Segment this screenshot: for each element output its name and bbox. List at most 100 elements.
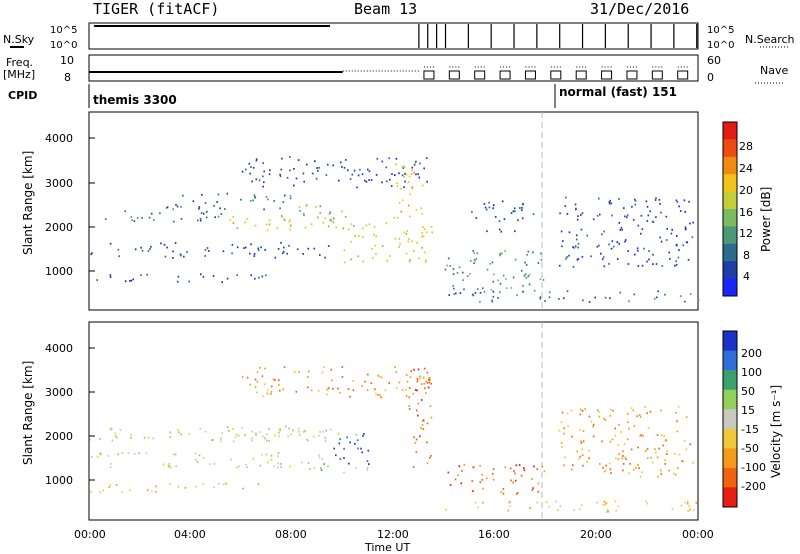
velocity-cell	[614, 427, 616, 430]
cpid-right-text: normal (fast) 151	[559, 85, 677, 99]
power-cell	[426, 231, 428, 234]
power-cell	[351, 173, 354, 176]
velocity-cell	[678, 453, 681, 456]
velocity-cell	[202, 483, 205, 485]
power-cell	[263, 181, 265, 184]
velocity-cell	[513, 470, 515, 472]
velocity-cell	[458, 465, 461, 468]
power-cell	[524, 261, 526, 264]
power-cell	[329, 211, 331, 214]
power-cell	[381, 245, 384, 248]
velocity-cell	[537, 482, 540, 485]
power-cell	[652, 263, 654, 265]
velocity-cell	[220, 438, 222, 440]
velocity-cell	[254, 432, 257, 435]
power-cell	[576, 258, 579, 261]
power-cell	[669, 257, 671, 260]
power-cell	[252, 166, 255, 169]
velocity-cell	[677, 405, 680, 408]
power-cell	[281, 215, 283, 218]
power-cell	[405, 173, 408, 176]
velocity-cell	[230, 458, 233, 461]
velocity-cell	[121, 452, 124, 455]
power-cell	[565, 257, 567, 260]
power-cell	[198, 207, 200, 210]
power-cell	[452, 285, 454, 287]
power-cell	[175, 203, 177, 206]
power-cell	[91, 252, 93, 254]
power-colorbar-label: Power [dB]	[759, 187, 773, 252]
power-cell	[199, 219, 202, 222]
velocity-cell	[461, 470, 463, 472]
power-cell	[659, 203, 661, 205]
power-cell	[327, 225, 330, 228]
velocity-cell	[603, 417, 605, 420]
velocity-cell	[660, 473, 663, 476]
velocity-cell	[406, 380, 409, 383]
power-cell	[416, 241, 418, 244]
velocity-cell	[301, 461, 303, 464]
power-cell	[290, 224, 292, 227]
velocity-cell	[426, 422, 429, 425]
velocity-cell	[109, 483, 112, 486]
power-cell	[565, 196, 567, 199]
velocity-cell	[610, 472, 612, 474]
velocity-cell	[235, 433, 238, 436]
velocity-colorbar-frame	[722, 330, 738, 508]
power-cell	[542, 279, 545, 281]
velocity-cell	[99, 491, 101, 494]
power-colorbar-swatch	[723, 139, 737, 158]
velocity-cell	[394, 366, 396, 368]
power-cell	[283, 246, 285, 249]
power-cell	[265, 223, 268, 226]
nsky-tick-top: 10^5	[50, 25, 77, 36]
power-cell	[350, 258, 352, 261]
power-cell	[540, 259, 543, 261]
velocity-cell	[408, 387, 411, 389]
power-cell	[317, 169, 319, 172]
power-colorbar-swatch	[723, 209, 737, 227]
velocity-cell	[688, 505, 691, 508]
velocity-cell	[624, 456, 626, 459]
power-cell	[306, 163, 308, 166]
power-cell	[601, 258, 604, 261]
velocity-cell	[401, 389, 404, 392]
velocity-cell	[320, 467, 322, 469]
velocity-cell	[424, 387, 426, 390]
velocity-cell	[246, 376, 249, 379]
velocity-cell	[518, 464, 521, 466]
power-cell	[602, 256, 605, 259]
velocity-cell	[138, 452, 140, 455]
nsearch-tick-bottom: 10^0	[707, 40, 734, 51]
power-cell	[311, 172, 314, 175]
velocity-panel-frame	[88, 321, 699, 521]
velocity-cell	[268, 440, 270, 442]
date-title: 31/Dec/2016	[590, 0, 689, 18]
power-cell	[389, 178, 391, 181]
power-cell	[398, 238, 401, 240]
freq-block	[448, 70, 460, 80]
power-cell	[641, 264, 644, 267]
power-cell	[405, 252, 408, 255]
velocity-cell	[256, 371, 259, 374]
velocity-cell	[692, 461, 695, 464]
power-cell	[231, 252, 233, 255]
velocity-cell	[596, 409, 599, 411]
velocity-cell	[117, 453, 119, 456]
velocity-cell	[641, 471, 643, 474]
velocity-cell	[609, 414, 612, 417]
power-panel-yticks: 1000 2000 3000 4000	[45, 132, 95, 278]
power-cell	[462, 279, 465, 281]
power-cell	[385, 166, 388, 169]
nave-tick-bottom: 0	[707, 71, 714, 84]
velocity-cell	[509, 505, 511, 508]
power-cell	[664, 293, 666, 296]
velocity-cell	[676, 420, 678, 423]
velocity-cell	[279, 428, 282, 430]
velocity-cell	[324, 437, 327, 440]
power-cell	[133, 220, 136, 222]
velocity-cell	[414, 389, 417, 391]
power-cell	[172, 250, 174, 253]
velocity-cell	[119, 429, 122, 431]
power-cell	[176, 280, 179, 283]
